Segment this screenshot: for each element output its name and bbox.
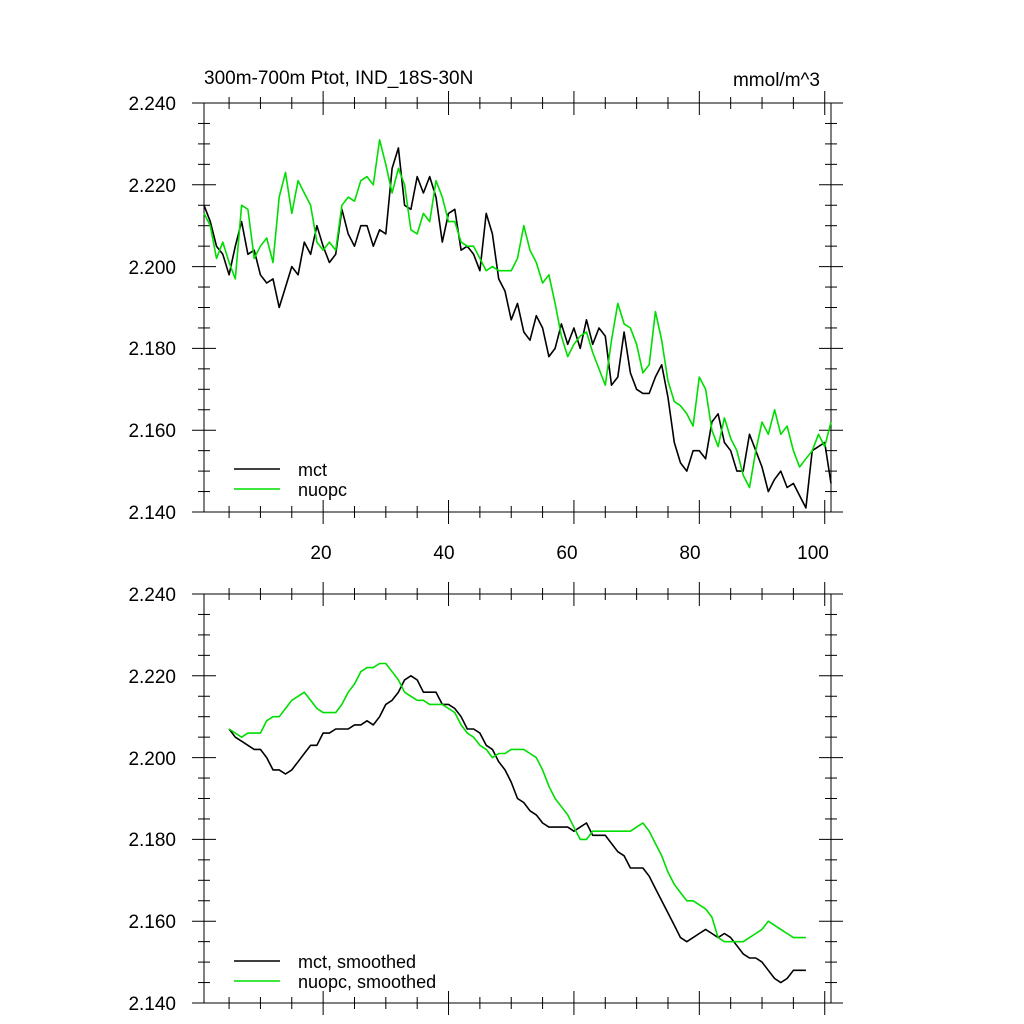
top-x-tick-label: 40 — [433, 543, 454, 564]
top-panel-ticks — [192, 91, 843, 524]
top-y-tick-label: 2.240 — [128, 94, 176, 115]
top-panel-title: 300m-700m Ptot, IND_18S-30N — [204, 68, 473, 89]
top-x-tick-label: 20 — [310, 543, 331, 564]
series-line-nuopc — [203, 139, 832, 489]
bottom-panel-y-tick-labels: 2.240 2.220 2.200 2.180 2.160 2.140 — [128, 585, 176, 1015]
bottom-y-tick-label: 2.200 — [128, 749, 176, 770]
top-y-tick-label: 2.140 — [128, 503, 176, 524]
top-x-tick-label: 100 — [797, 543, 829, 564]
top-y-tick-label: 2.160 — [128, 421, 176, 442]
bottom-y-tick-label: 2.240 — [128, 585, 176, 606]
top-x-tick-label: 60 — [556, 543, 577, 564]
top-panel-units: mmol/m^3 — [733, 70, 820, 91]
bottom-y-tick-label: 2.140 — [128, 994, 176, 1015]
bottom-y-tick-label: 2.160 — [128, 912, 176, 933]
bottom-y-tick-label: 2.180 — [128, 830, 176, 851]
top-x-tick-label: 80 — [679, 543, 700, 564]
top-y-tick-label: 2.180 — [128, 339, 176, 360]
series-line-mct-smoothed — [228, 674, 806, 984]
legend-label-nuopc-smoothed: nuopc, smoothed — [298, 972, 436, 992]
legend-label-mct-smoothed: mct, smoothed — [298, 952, 416, 972]
top-panel: 300m-700m Ptot, IND_18S-30N mmol/m^3 2.2… — [128, 68, 843, 564]
legend-label-nuopc: nuopc — [298, 480, 347, 500]
bottom-panel: 2.240 2.220 2.200 2.180 2.160 2.140 mct,… — [128, 582, 843, 1015]
bottom-panel-legend: mct, smoothed nuopc, smoothed — [234, 952, 436, 992]
top-y-tick-label: 2.220 — [128, 176, 176, 197]
top-panel-legend: mct nuopc — [234, 460, 347, 500]
series-line-mct — [203, 147, 832, 509]
bottom-panel-ticks — [192, 582, 843, 1015]
series-line-nuopc-smoothed — [228, 662, 806, 943]
top-panel-x-tick-labels: 20 40 60 80 100 — [310, 543, 828, 564]
top-y-tick-label: 2.200 — [128, 258, 176, 279]
bottom-y-tick-label: 2.220 — [128, 667, 176, 688]
legend-label-mct: mct — [298, 460, 327, 480]
top-panel-y-tick-labels: 2.240 2.220 2.200 2.180 2.160 2.140 — [128, 94, 176, 524]
